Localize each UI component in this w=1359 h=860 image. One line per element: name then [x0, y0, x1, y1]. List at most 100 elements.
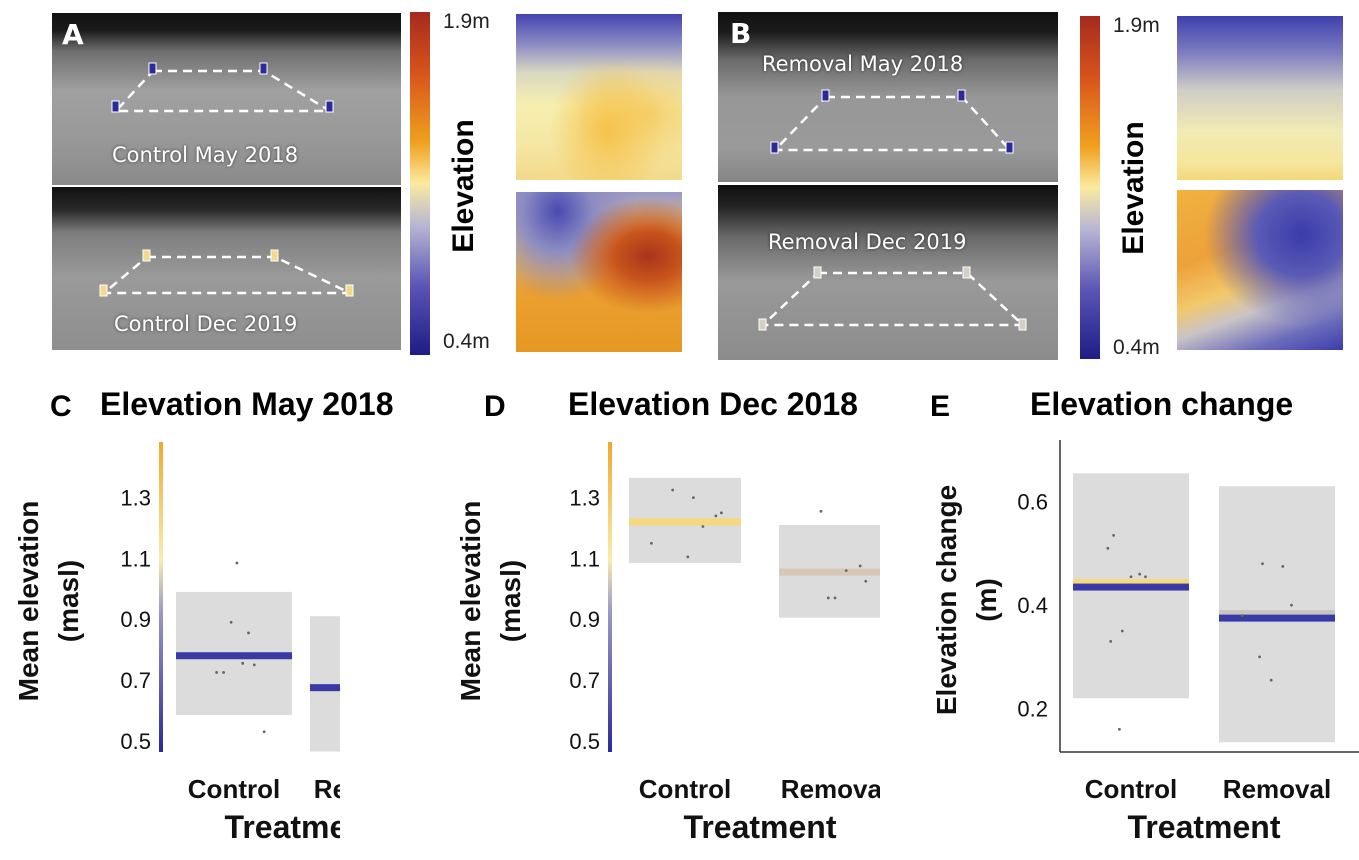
plot-marker: [99, 284, 108, 297]
y-axis-label-unit: (masl): [53, 560, 84, 642]
x-axis-label: Treatment: [1128, 809, 1281, 845]
plot-marker: [813, 266, 822, 279]
plot-outline: [100, 255, 351, 295]
y-tick-label: 0.6: [1017, 490, 1048, 515]
plot-outline: [772, 95, 1013, 152]
data-point: [858, 564, 862, 568]
colorbar-min-label: 0.4m: [1113, 336, 1160, 359]
color-scale-axis: [159, 442, 163, 752]
data-point: [235, 561, 239, 565]
colorbar-max-label: 1.9m: [443, 10, 490, 33]
interval-band: [310, 616, 340, 752]
y-tick-label: 1.1: [569, 546, 600, 571]
elevation-map-control-may: [516, 14, 682, 180]
chart-title: Elevation change: [1030, 386, 1294, 422]
data-point: [1138, 572, 1142, 576]
photo-label: Control Dec 2019: [114, 312, 298, 336]
x-tick-label: Control: [1085, 774, 1177, 804]
mean-line: [629, 518, 741, 526]
y-tick-label: 0.5: [120, 729, 151, 754]
chart-e: 0.2 0.4 0.6 Control Removal Treatment Elevatio…: [931, 440, 1359, 845]
y-tick-label: 0.7: [569, 668, 600, 693]
data-point: [1118, 727, 1121, 731]
mean-line-secondary: [1219, 610, 1335, 618]
photo-label: Control May 2018: [112, 143, 299, 167]
elevation-map-control-dec: [516, 192, 682, 352]
data-point: [826, 596, 830, 600]
data-point: [1281, 564, 1285, 568]
photo-label: Removal Dec 2019: [768, 230, 967, 254]
data-point: [720, 511, 723, 515]
data-point: [833, 596, 837, 600]
y-axis-label-unit: (masl): [495, 560, 526, 642]
colorbar-a: [410, 12, 430, 355]
data-point: [262, 730, 266, 734]
data-point: [1290, 603, 1293, 607]
photo-control-may-2018: Control May 2018: [52, 13, 401, 185]
data-point: [252, 663, 256, 667]
y-tick-label: 0.2: [1017, 697, 1048, 722]
data-point: [686, 555, 690, 559]
colorbar-title: Elevation: [1117, 121, 1150, 255]
elevation-map-removal-dec: [1177, 190, 1343, 350]
data-point: [1106, 546, 1110, 550]
plot-marker: [148, 62, 157, 75]
chart-title: Elevation Dec 2018: [568, 386, 858, 422]
panel-letter-b: B: [730, 17, 752, 50]
mean-line: [176, 652, 292, 660]
mean-line: [1073, 583, 1189, 591]
y-tick-label: 1.3: [569, 486, 600, 511]
plot-marker: [345, 284, 354, 297]
plot-marker: [142, 249, 151, 262]
data-point: [222, 671, 225, 674]
plot-marker: [758, 318, 767, 331]
y-tick-label: 0.7: [120, 668, 151, 693]
chart-c: 0.5 0.7 0.9 1.1 1.3 Control Removal Treatment Me…: [13, 442, 340, 845]
y-tick-label: 1.1: [120, 546, 151, 571]
panel-letter-a: A: [62, 18, 84, 51]
y-axis-label: Mean elevation: [13, 501, 44, 702]
photo-removal-may-2018: Removal May 2018: [718, 12, 1058, 182]
colorbar-max-label: 1.9m: [1113, 14, 1160, 37]
x-tick-label: Removal: [781, 774, 880, 804]
y-tick-label: 0.5: [569, 729, 600, 754]
y-tick-label: 1.3: [120, 486, 151, 511]
colorbar-min-label: 0.4m: [443, 330, 490, 353]
chart-title: Elevation May 2018: [100, 386, 394, 422]
plot-outline: [759, 271, 1027, 327]
data-point: [650, 541, 653, 545]
photo-label: Removal May 2018: [762, 52, 964, 76]
data-point: [701, 525, 705, 528]
data-point: [714, 514, 718, 518]
colorbar-b: [1080, 16, 1100, 359]
data-point: [241, 661, 245, 665]
data-point: [1120, 629, 1124, 633]
data-point: [1144, 575, 1147, 579]
x-tick-label: Control: [639, 774, 731, 804]
data-point: [1261, 562, 1264, 566]
y-axis-label: Elevation change: [931, 485, 962, 715]
data-point: [215, 671, 219, 674]
data-point: [671, 488, 675, 492]
mean-line: [779, 568, 880, 576]
data-point: [692, 496, 695, 500]
chart-letter: C: [50, 390, 72, 423]
x-tick-label: Control: [188, 774, 280, 804]
elevation-map-removal-may: [1177, 16, 1343, 180]
data-point: [1269, 678, 1273, 682]
x-axis-label: Treatment: [684, 809, 837, 845]
y-tick-label: 0.9: [569, 607, 600, 632]
y-axis-label-unit: (m): [971, 578, 1002, 622]
data-point: [229, 620, 233, 624]
y-tick-label: 0.9: [120, 607, 151, 632]
plot-marker: [957, 89, 966, 102]
x-tick-label: Removal: [1223, 774, 1331, 804]
data-point: [864, 579, 868, 583]
chart-d: 0.5 0.7 0.9 1.1 1.3 Control Removal Treatment Me…: [455, 442, 880, 845]
color-scale-axis: [608, 442, 612, 752]
plot-marker: [259, 62, 268, 75]
plot-marker: [962, 266, 971, 279]
mean-line: [310, 684, 340, 692]
data-point: [844, 569, 848, 572]
photo-control-dec-2019: Control Dec 2019: [52, 187, 401, 350]
